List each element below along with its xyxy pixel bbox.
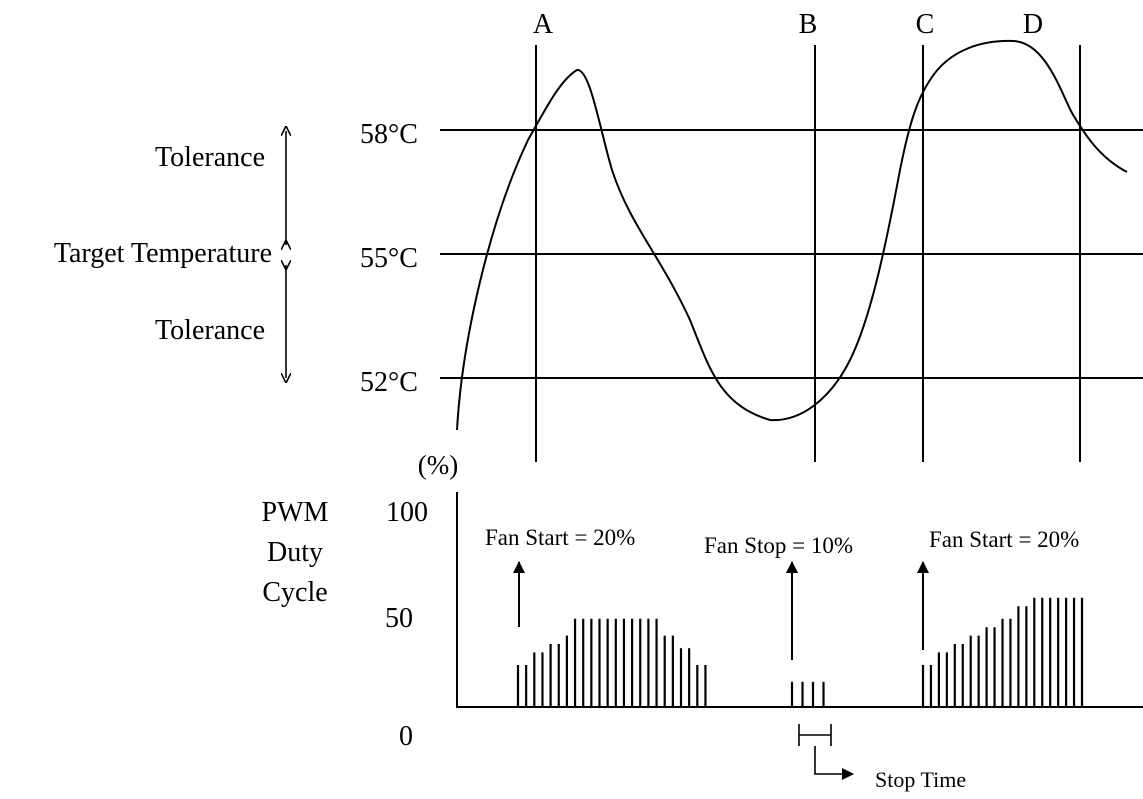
marker-label-a: A xyxy=(533,9,554,40)
temp-label-55: 55°C xyxy=(360,243,418,274)
pwm-unit-label: (%) xyxy=(418,450,458,480)
pwm-tick-50: 50 xyxy=(385,603,413,634)
temp-label-58: 58°C xyxy=(360,119,418,150)
temperature-curve xyxy=(456,39,1128,431)
pwm-label-line3: Cycle xyxy=(262,577,327,608)
marker-label-d: D xyxy=(1023,9,1043,40)
tolerance-upper-label: Tolerance xyxy=(155,142,265,173)
marker-label-c: C xyxy=(916,9,935,40)
pwm-label-line2: Duty xyxy=(267,537,323,568)
fan-start-1-label: Fan Start = 20% xyxy=(485,525,635,550)
tolerance-lower-label: Tolerance xyxy=(155,315,265,346)
duty-cycle-bars xyxy=(516,597,1084,707)
pwm-label-line1: PWM xyxy=(262,497,329,528)
fan-start-2-label: Fan Start = 20% xyxy=(929,527,1079,552)
marker-label-b: B xyxy=(799,9,818,40)
temp-label-52: 52°C xyxy=(360,367,418,398)
stop-time-arrow-icon xyxy=(814,746,854,780)
target-temperature-label: Target Temperature xyxy=(54,238,272,269)
pwm-tick-0: 0 xyxy=(399,721,413,752)
pwm-tick-100: 100 xyxy=(386,497,428,528)
fan-stop-label: Fan Stop = 10% xyxy=(704,533,853,558)
stop-time-label: Stop Time xyxy=(875,767,966,792)
